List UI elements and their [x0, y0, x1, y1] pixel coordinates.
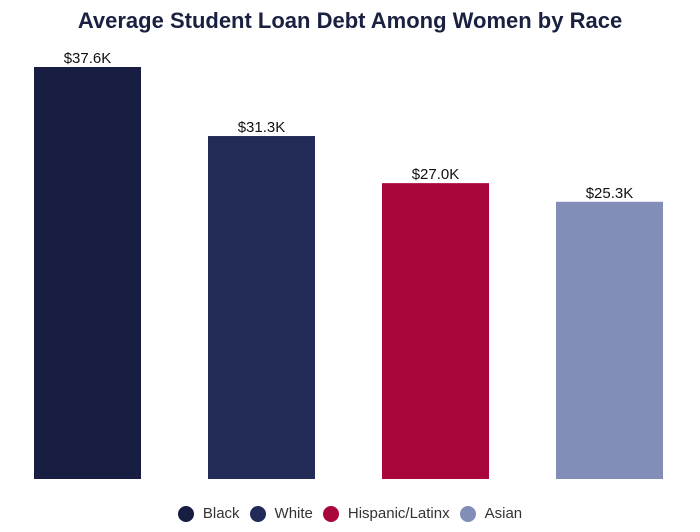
bar-hispanic-latinx	[382, 183, 489, 480]
bar-value-label: $25.3K	[586, 185, 634, 202]
legend-swatch-icon	[249, 505, 266, 522]
legend-label: Asian	[484, 505, 523, 522]
legend-item: Asian	[459, 505, 523, 522]
bar-white	[208, 136, 315, 479]
legend-swatch-icon	[177, 505, 194, 522]
legend-label: White	[274, 505, 313, 522]
legend-label: Hispanic/Latinx	[347, 505, 450, 522]
plot-area: $37.6K $31.3K $27.0K $25.3K	[34, 50, 663, 480]
legend-item: Hispanic/Latinx	[322, 505, 450, 522]
legend-swatch-icon	[322, 505, 339, 522]
bar-asian	[556, 201, 663, 479]
bar-value-label: $31.3K	[238, 119, 286, 136]
legend-item: White	[249, 505, 313, 522]
chart-title: Average Student Loan Debt Among Women by…	[77, 8, 623, 33]
bar-value-label: $27.0K	[412, 166, 460, 183]
bar-value-label: $37.6K	[64, 50, 112, 67]
legend-label: Black	[202, 505, 240, 522]
legend-swatch-icon	[459, 505, 476, 522]
bar-black	[34, 67, 141, 479]
legend-item: Black	[177, 505, 240, 522]
legend: Black White Hispanic/Latinx Asian	[0, 505, 700, 522]
